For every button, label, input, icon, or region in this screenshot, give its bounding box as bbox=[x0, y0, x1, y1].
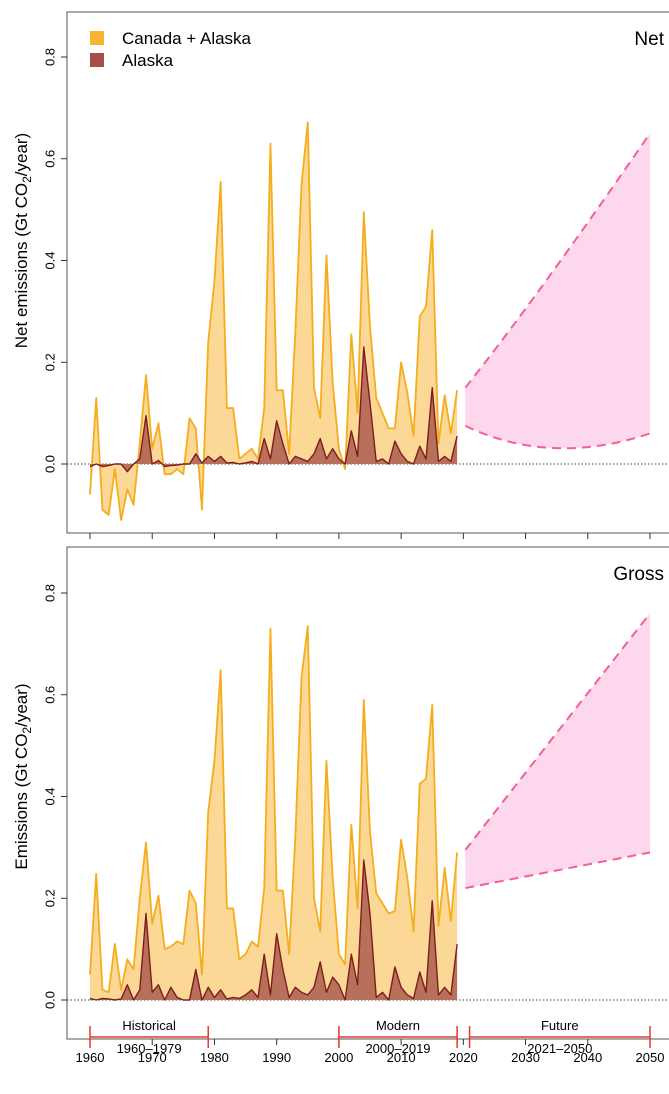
legend-swatch bbox=[90, 53, 104, 67]
period-name: Historical bbox=[122, 1018, 176, 1033]
y-tick-label: 0.4 bbox=[42, 251, 57, 269]
x-tick-label: 1980 bbox=[200, 1050, 229, 1065]
y-axis-title: Emissions (Gt CO2/year) bbox=[12, 683, 34, 869]
periods: Historical 1960–1979 Modern 2000–2019 Future… bbox=[89, 1018, 651, 1056]
x-tick-label: 2020 bbox=[449, 1050, 478, 1065]
y-axis-title: Net emissions (Gt CO2/year) bbox=[12, 133, 34, 348]
x-tick-label: 2050 bbox=[636, 1050, 665, 1065]
future-lower-line bbox=[464, 424, 651, 450]
y-tick-label: 0.8 bbox=[42, 48, 57, 66]
x-tick-label: 1990 bbox=[262, 1050, 291, 1065]
y-tick-label: 0.0 bbox=[42, 455, 57, 473]
x-tick-label: 1970 bbox=[138, 1050, 167, 1065]
alaska-line bbox=[89, 859, 458, 1001]
period-name: Modern bbox=[376, 1018, 420, 1033]
y-tick-label: 0.2 bbox=[42, 353, 57, 371]
alaska-area bbox=[90, 346, 458, 472]
panel-gross: 0.0 0.2 0.4 0.6 0.8 Emissions (Gt CO2/year) Gr… bbox=[12, 546, 669, 1045]
period-range: 1960–1979 bbox=[117, 1041, 182, 1056]
alaska-line bbox=[89, 346, 458, 473]
panel-frame bbox=[66, 546, 669, 1040]
x-tick-label: 1960 bbox=[76, 1050, 105, 1065]
y-tick-label: 0.8 bbox=[42, 584, 57, 602]
x-tick-label: 2010 bbox=[387, 1050, 416, 1065]
panel-label: Gross bbox=[613, 564, 664, 585]
panel-label: Net bbox=[634, 29, 664, 50]
future-envelope bbox=[465, 133, 650, 449]
alaska-area bbox=[90, 860, 458, 1000]
legend: Canada + Alaska Alaska bbox=[90, 29, 252, 70]
x-tick-label: 2040 bbox=[573, 1050, 602, 1065]
y-tick-label: 0.4 bbox=[42, 787, 57, 805]
canada-alaska-line bbox=[89, 625, 459, 994]
period-name: Future bbox=[541, 1018, 579, 1033]
y-tick-label: 0.0 bbox=[42, 991, 57, 1009]
legend-label: Alaska bbox=[122, 51, 174, 70]
period-range: 2000–2019 bbox=[365, 1041, 430, 1056]
future-lower-line bbox=[465, 851, 651, 890]
future-upper-line bbox=[464, 612, 651, 851]
legend-swatch bbox=[90, 31, 104, 45]
panel-frame bbox=[66, 11, 669, 534]
panel-net: 0.0 0.2 0.4 0.6 0.8 Net emissions (Gt CO2/yea… bbox=[12, 11, 669, 539]
y-tick-label: 0.2 bbox=[42, 889, 57, 907]
x-tick-label: 2000 bbox=[324, 1050, 353, 1065]
legend-label: Canada + Alaska bbox=[122, 29, 252, 48]
canada-alaska-line bbox=[89, 121, 459, 521]
x-tick-label: 2030 bbox=[511, 1050, 540, 1065]
future-envelope bbox=[465, 613, 650, 889]
future-upper-line bbox=[464, 132, 651, 389]
period-range: 2021–2050 bbox=[527, 1041, 592, 1056]
y-tick-label: 0.6 bbox=[42, 686, 57, 704]
y-tick-label: 0.6 bbox=[42, 150, 57, 168]
